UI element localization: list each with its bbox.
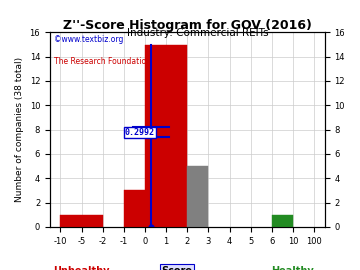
Text: 0.2992: 0.2992 — [125, 127, 155, 137]
Bar — [166, 45, 187, 227]
Text: Unhealthy: Unhealthy — [53, 266, 110, 270]
Bar — [60, 215, 103, 227]
Text: Healthy: Healthy — [271, 266, 314, 270]
Bar — [272, 215, 293, 227]
Y-axis label: Number of companies (38 total): Number of companies (38 total) — [15, 57, 24, 202]
Bar — [145, 45, 166, 227]
Text: Industry: Commercial REITs: Industry: Commercial REITs — [127, 28, 269, 38]
Bar — [124, 190, 145, 227]
Bar — [187, 166, 208, 227]
Text: ©www.textbiz.org: ©www.textbiz.org — [54, 35, 123, 44]
Text: Score: Score — [161, 266, 192, 270]
Title: Z''-Score Histogram for GOV (2016): Z''-Score Histogram for GOV (2016) — [63, 19, 312, 32]
Text: The Research Foundation of SUNY: The Research Foundation of SUNY — [54, 57, 184, 66]
